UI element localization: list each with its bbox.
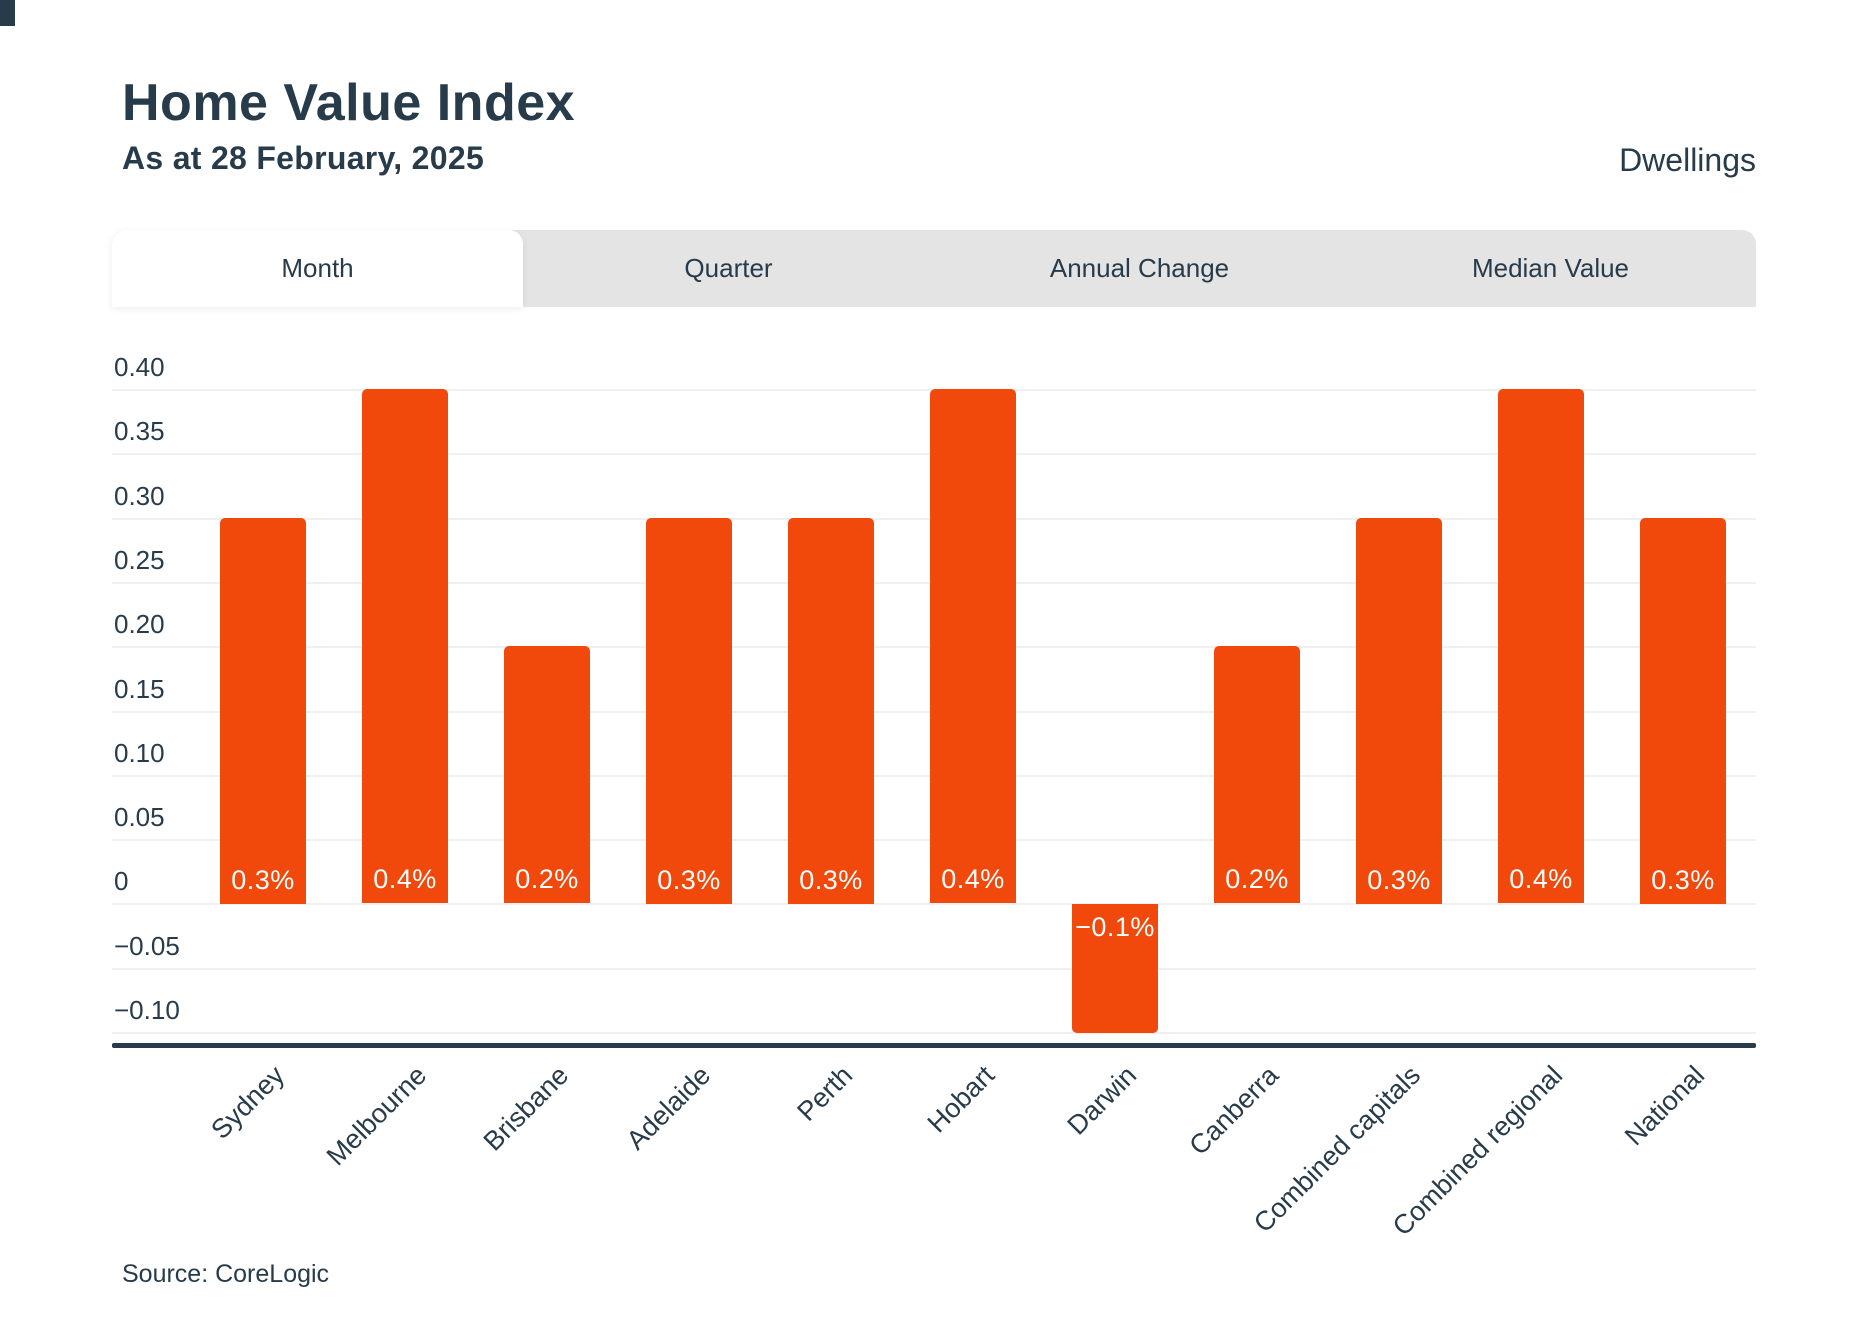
x-category-label: Adelaide [620,1060,717,1156]
x-category-label: Hobart [921,1060,1001,1139]
bar-perth[interactable]: 0.3% [788,518,874,904]
tab-bar: Month Quarter Annual Change Median Value [112,230,1756,307]
x-category-label: Brisbane [477,1060,575,1157]
bar-value-label: 0.2% [515,864,579,894]
dwellings-label: Dwellings [1619,142,1756,178]
screen-corner-artifact [0,0,15,26]
y-gridline [112,1032,1756,1034]
y-gridline [112,903,1756,905]
bar-melbourne[interactable]: 0.4% [362,389,448,903]
bar-combined-regional[interactable]: 0.4% [1498,389,1584,903]
tab-quarter[interactable]: Quarter [523,230,934,307]
y-tick-label: 0.05 [114,802,165,832]
y-tick-label: 0.15 [114,674,165,704]
x-category-label: Canberra [1183,1060,1285,1161]
y-tick-label: −0.05 [114,931,180,961]
x-axis-labels: Sydney Melbourne Brisbane Adelaide Perth Hoba… [112,1060,1756,1270]
bar-value-label: −0.1% [1075,912,1155,942]
y-tick-label: 0.40 [114,352,165,382]
bar-value-label: 0.4% [1509,864,1573,894]
bar-value-label: 0.4% [941,864,1005,894]
x-category-label: National [1618,1060,1711,1152]
x-category-label: Combined capitals [1247,1060,1427,1239]
bar-brisbane[interactable]: 0.2% [504,646,590,903]
x-category-label: Combined regional [1386,1060,1569,1242]
tab-label: Annual Change [1049,253,1230,283]
bar-canberra[interactable]: 0.2% [1214,646,1300,903]
as-at-date-label: As at 28 February, 2025 [122,140,485,176]
y-gridline [112,968,1756,970]
tab-month[interactable]: Month [112,230,523,307]
x-category-label: Perth [791,1060,859,1127]
tab-label: Median Value [1471,253,1630,283]
bar-national[interactable]: 0.3% [1640,518,1726,904]
x-category-label: Darwin [1061,1060,1143,1141]
bar-value-label: 0.3% [657,865,721,895]
bar-value-label: 0.3% [231,865,295,895]
page-title: Home Value Index [122,73,576,132]
y-tick-label: 0.20 [114,609,165,639]
tab-annual-change[interactable]: Annual Change [934,230,1345,307]
bar-chart: 0.40 0.35 0.30 0.25 0.20 0.15 0.10 0.05 … [112,307,1756,1048]
y-tick-label: −0.10 [114,995,180,1025]
bar-darwin[interactable]: −0.1% [1072,904,1158,1033]
bar-value-label: 0.4% [373,864,437,894]
bar-adelaide[interactable]: 0.3% [646,518,732,904]
bar-value-label: 0.3% [1651,865,1715,895]
bar-value-label: 0.2% [1225,864,1289,894]
y-tick-label: 0.35 [114,416,165,446]
tab-label: Month [281,253,354,283]
bar-combined-capitals[interactable]: 0.3% [1356,518,1442,904]
tab-median-value[interactable]: Median Value [1345,230,1756,307]
tab-label: Quarter [684,253,773,283]
bar-value-label: 0.3% [799,865,863,895]
y-tick-label: 0.30 [114,481,165,511]
bar-value-label: 0.3% [1367,865,1431,895]
y-tick-label: 0.25 [114,545,165,575]
x-axis-line [112,1043,1756,1048]
bar-hobart[interactable]: 0.4% [930,389,1016,903]
source-attribution: Source: CoreLogic [122,1260,330,1288]
y-tick-label: 0.10 [114,738,165,768]
y-tick-label: 0 [114,866,129,896]
bar-sydney[interactable]: 0.3% [220,518,306,904]
